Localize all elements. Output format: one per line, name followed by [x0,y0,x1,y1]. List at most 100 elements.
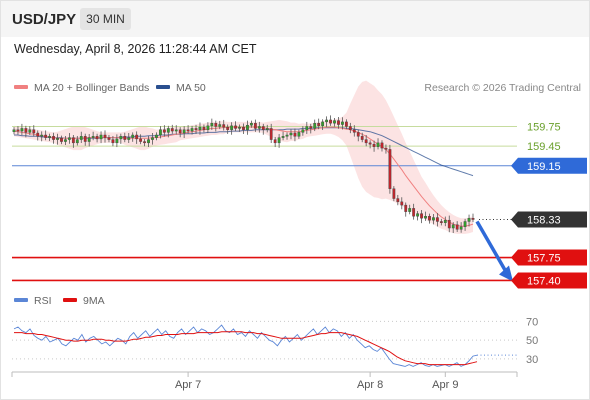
candle-body-75 [309,126,313,129]
candle-body-107 [435,217,439,222]
ma50-legend-swatch [156,85,170,89]
x-tick-label-2: Apr 9 [432,379,458,391]
candle-body-30 [131,134,135,138]
candle-body-77 [317,123,321,127]
level-tag-label-4: 157.75 [527,253,561,265]
candle-body-28 [123,136,127,140]
candle-body-5 [32,129,36,134]
candle-body-53 [222,124,226,128]
price-levels [12,125,517,282]
rsi-legend-swatch [14,298,28,302]
candle-body-108 [439,221,443,223]
level-tag-target-5 [511,272,587,289]
candle-body-51 [214,123,218,127]
candle-body-19 [87,137,91,142]
pair-title: USD/JPY [12,11,77,28]
datetime-label: Wednesday, April 8, 2026 11:28:44 AM CET [14,42,257,56]
candle-body-68 [281,136,285,138]
candle-body-20 [91,136,95,138]
rsi-legend: RSI 9MA [14,295,105,307]
bollinger-band-area [14,80,473,234]
candle-body-22 [99,134,103,140]
candle-body-82 [337,120,340,125]
level-tag-label-2: 159.15 [527,161,561,173]
candle-body-93 [380,142,384,149]
candle-body-98 [400,201,404,206]
candle-body-62 [257,126,261,129]
candle-body-1 [16,129,20,132]
candle-body-44 [186,129,190,132]
candle-body-99 [404,204,408,212]
candle-body-116 [471,218,475,220]
candle-body-67 [277,137,281,144]
level-tags: 159.75 159.45 159.15 158.33 157.75 157.40 [511,121,587,289]
credit-text: Research © 2026 Trading Central [424,82,581,94]
candle-body-17 [79,136,83,140]
candle-body-40 [170,128,174,132]
candle-body-34 [147,139,150,144]
candle-body-11 [56,138,59,140]
ma20-legend-swatch [14,85,28,89]
ma50-legend-label: MA 50 [176,82,206,94]
candle-body-100 [408,208,412,212]
timeframe-button[interactable]: 30 MIN [80,8,131,30]
candle-body-81 [333,120,336,124]
candle-body-111 [451,224,455,229]
candle-body-24 [107,137,111,140]
candle-body-105 [428,216,431,221]
candle-body-43 [182,129,186,134]
candle-body-15 [71,137,75,144]
candle-body-4 [28,129,32,133]
candle-body-92 [376,142,380,147]
candle-body-42 [178,129,182,134]
candle-body-31 [135,134,139,140]
candle-body-6 [36,132,40,137]
candle-body-95 [388,149,392,189]
candle-body-21 [95,136,99,140]
candle-body-59 [246,124,249,130]
candle-body-104 [424,216,427,219]
candle-body-90 [368,142,372,145]
candle-body-79 [325,119,328,123]
rsi-panel: 70 50 30 [12,316,538,367]
candle-body-76 [313,123,317,129]
candle-body-85 [348,126,352,130]
candle-body-29 [127,137,131,140]
level-tag-label-3: 158.33 [527,215,561,227]
rsi-level-label-1: 50 [526,335,538,347]
candle-body-64 [265,128,269,130]
candle-body-26 [115,138,119,144]
x-axis: Apr 7 Apr 8 Apr 9 [175,372,458,391]
candle-body-97 [396,198,400,203]
candle-body-56 [234,125,237,129]
candle-body-10 [52,136,55,140]
candle-body-2 [20,128,24,132]
rsi-ma-legend-label: 9MA [83,295,105,307]
candle-body-83 [341,121,344,125]
ma20-legend-label: MA 20 + Bollinger Bands [34,82,149,94]
forecast-arrow-head [499,265,513,282]
candle-body-55 [230,125,234,130]
candle-body-16 [75,139,79,144]
rsi-line [13,324,478,367]
candle-body-50 [210,123,214,127]
candle-body-114 [463,221,467,227]
candle-body-86 [352,129,356,133]
level-label-1: 159.45 [527,141,561,153]
candle-body-58 [242,126,245,130]
candle-body-61 [253,123,257,129]
candle-body-91 [372,143,376,147]
candle-body-87 [356,132,360,137]
candle-body-102 [416,213,420,217]
candle-body-38 [162,129,166,133]
candle-body-110 [447,219,451,229]
candle-body-8 [44,134,48,138]
candle-body-78 [321,121,325,127]
candle-body-80 [329,119,332,124]
level-tag-last-3 [511,211,587,228]
candle-body-0 [12,129,16,132]
level-tag-pivot-2 [511,157,587,174]
candle-body-57 [238,126,241,129]
bollinger-bands [14,80,473,234]
header-bar: USD/JPY 30 MIN [1,1,589,37]
